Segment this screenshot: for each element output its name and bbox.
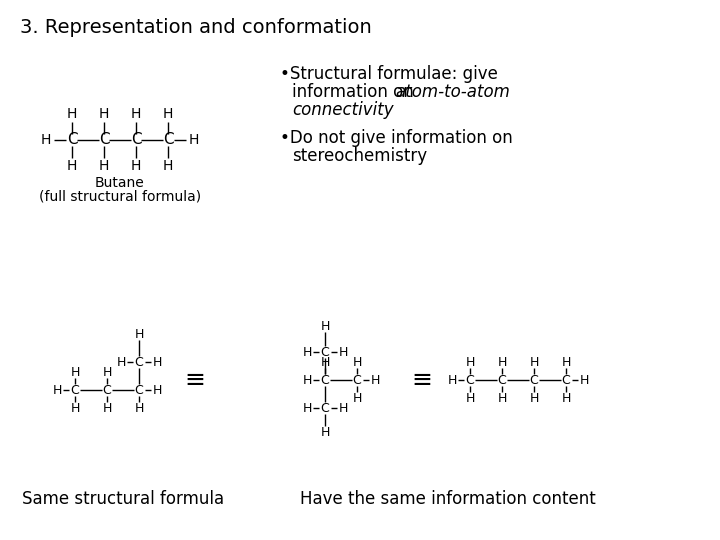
Text: H: H (117, 355, 126, 368)
Text: H: H (67, 107, 77, 121)
Text: Butane: Butane (95, 176, 145, 190)
Text: H: H (498, 355, 507, 368)
Text: C: C (103, 383, 112, 396)
Text: H: H (352, 355, 361, 368)
Text: information on: information on (292, 83, 419, 101)
Text: H: H (153, 383, 162, 396)
Text: H: H (131, 107, 141, 121)
Text: H: H (99, 159, 109, 173)
Text: atom-to-atom: atom-to-atom (395, 83, 510, 101)
Text: C: C (71, 383, 79, 396)
Text: •Do not give information on: •Do not give information on (280, 129, 513, 147)
Text: C: C (320, 346, 329, 359)
Text: H: H (465, 392, 474, 404)
Text: H: H (320, 320, 330, 333)
Text: H: H (529, 392, 539, 404)
Text: stereochemistry: stereochemistry (292, 147, 427, 165)
Text: H: H (131, 159, 141, 173)
Text: H: H (529, 355, 539, 368)
Text: H: H (302, 402, 312, 415)
Text: H: H (67, 159, 77, 173)
Text: connectivity: connectivity (292, 101, 394, 119)
Text: •Structural formulae: give: •Structural formulae: give (280, 65, 498, 83)
Text: H: H (153, 355, 162, 368)
Text: H: H (320, 426, 330, 438)
Text: H: H (338, 402, 348, 415)
Text: H: H (498, 392, 507, 404)
Text: H: H (562, 355, 571, 368)
Text: C: C (131, 132, 141, 147)
Text: C: C (67, 132, 77, 147)
Text: H: H (163, 159, 174, 173)
Text: H: H (163, 107, 174, 121)
Text: C: C (320, 374, 329, 387)
Text: C: C (99, 132, 109, 147)
Text: H: H (189, 133, 199, 147)
Text: H: H (338, 346, 348, 359)
Text: H: H (447, 374, 456, 387)
Text: H: H (53, 383, 62, 396)
Text: H: H (302, 346, 312, 359)
Text: C: C (320, 402, 329, 415)
Text: Have the same information content: Have the same information content (300, 490, 595, 508)
Text: C: C (530, 374, 539, 387)
Text: H: H (99, 107, 109, 121)
Text: ≡: ≡ (184, 368, 205, 392)
Text: H: H (71, 366, 80, 379)
Text: C: C (353, 374, 361, 387)
Text: H: H (71, 402, 80, 415)
Text: ≡: ≡ (412, 368, 433, 392)
Text: Same structural formula: Same structural formula (22, 490, 224, 508)
Text: H: H (102, 366, 112, 379)
Text: H: H (102, 402, 112, 415)
Text: C: C (466, 374, 474, 387)
Text: 3. Representation and conformation: 3. Representation and conformation (20, 18, 372, 37)
Text: H: H (302, 374, 312, 387)
Text: H: H (580, 374, 589, 387)
Text: C: C (163, 132, 174, 147)
Text: H: H (370, 374, 379, 387)
Text: H: H (352, 392, 361, 404)
Text: C: C (562, 374, 570, 387)
Text: (full structural formula): (full structural formula) (39, 190, 201, 204)
Text: C: C (498, 374, 506, 387)
Text: H: H (320, 355, 330, 368)
Text: H: H (562, 392, 571, 404)
Text: C: C (135, 383, 143, 396)
Text: H: H (135, 402, 144, 415)
Text: H: H (465, 355, 474, 368)
Text: H: H (135, 327, 144, 341)
Text: H: H (41, 133, 51, 147)
Text: C: C (135, 355, 143, 368)
